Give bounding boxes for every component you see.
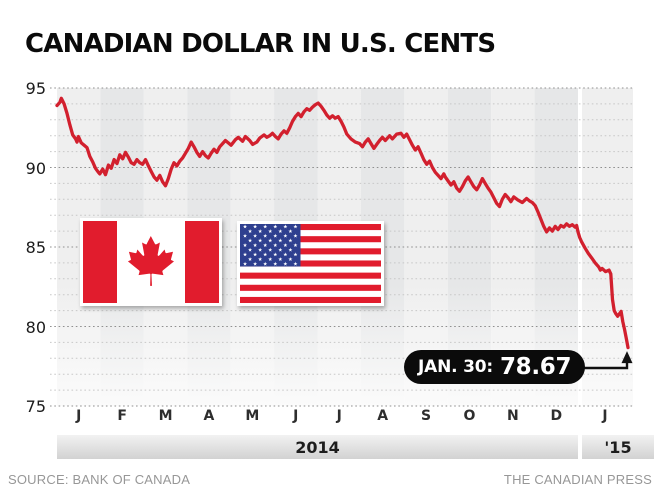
x-tick-label: J — [602, 408, 608, 424]
chart-title: CANADIAN DOLLAR IN U.S. CENTS — [25, 29, 496, 59]
x-tick-label: J — [293, 408, 299, 424]
x-tick-label: S — [420, 408, 432, 424]
x-tick-label: A — [377, 408, 389, 424]
year-label-2014: 2014 — [295, 437, 340, 457]
y-tick-label: 85 — [25, 238, 46, 257]
x-tick-label: D — [550, 408, 563, 424]
canada-flag-icon — [80, 218, 222, 306]
annotation-date-label: JAN. 30: — [418, 357, 493, 377]
cad-usd-line — [55, 96, 630, 350]
annotation-value: 78.67 — [499, 354, 572, 380]
month-band — [582, 88, 633, 406]
x-tick-label: A — [203, 408, 215, 424]
annotation-callout: JAN. 30: 78.67 — [404, 350, 586, 384]
us-flag-icon — [237, 221, 384, 306]
maple-leaf-icon — [127, 236, 174, 286]
annotation-connector — [572, 362, 629, 370]
year-band-2015: '15 — [582, 435, 654, 459]
y-tick-label: 80 — [25, 317, 46, 337]
annotation-arrow-icon — [621, 351, 633, 364]
x-tick-label: J — [336, 408, 342, 424]
x-tick-label: N — [507, 408, 519, 424]
y-tick-label: 95 — [25, 79, 46, 98]
x-tick-label: F — [117, 408, 127, 424]
x-tick-label: M — [158, 408, 173, 424]
year-band-2014: 2014 — [57, 435, 578, 459]
x-tick-label: J — [76, 408, 82, 424]
stars-field — [243, 224, 298, 266]
source-credit: SOURCE: BANK OF CANADA — [8, 472, 191, 487]
y-tick-label: 75 — [25, 397, 46, 416]
publisher-credit: THE CANADIAN PRESS — [503, 472, 652, 487]
x-tick-label: O — [463, 408, 476, 424]
x-tick-label: M — [245, 408, 260, 424]
y-tick-label: 90 — [25, 158, 46, 178]
year-label-2015: '15 — [604, 437, 632, 457]
